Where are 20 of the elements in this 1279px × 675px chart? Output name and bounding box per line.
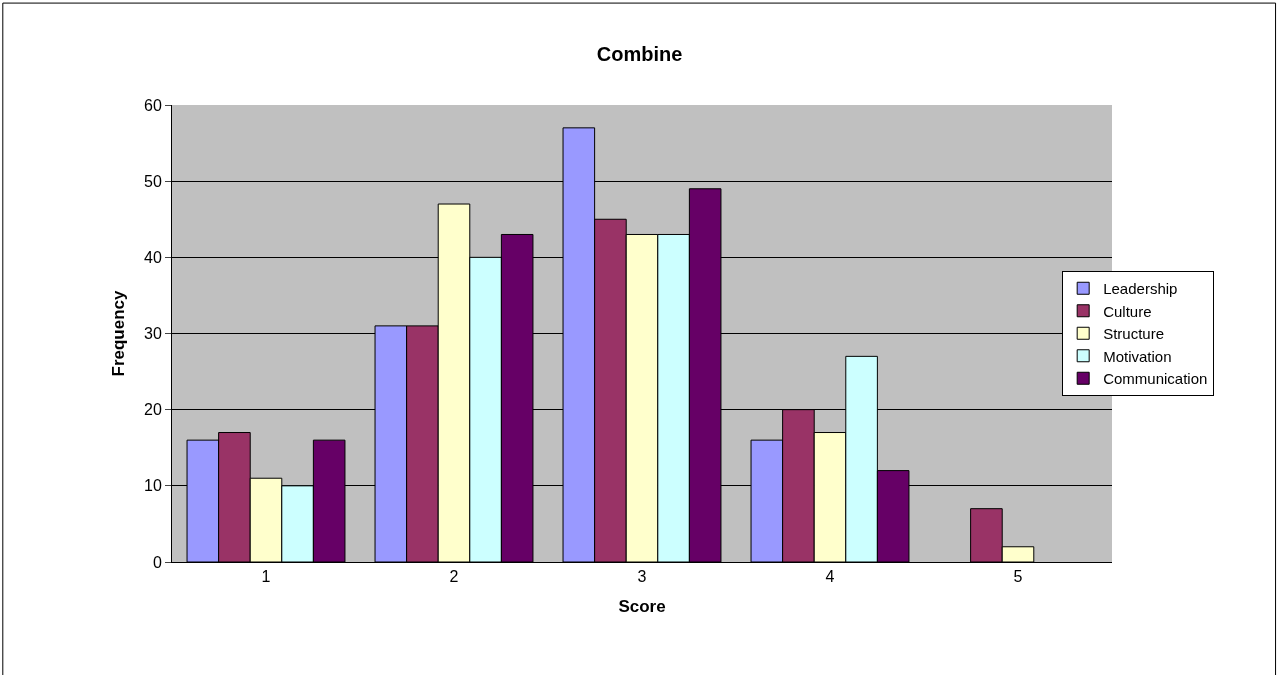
x-axis-title: Score [618, 596, 666, 616]
x-tick-label: 3 [637, 568, 647, 586]
y-tick-label: 50 [144, 172, 162, 190]
x-tick-label: 5 [1013, 568, 1023, 586]
x-tick-label: 1 [261, 568, 271, 586]
legend-label: Motivation [1103, 347, 1172, 365]
y-axis-title: Frequency [108, 289, 128, 377]
y-tick-label: 20 [144, 401, 162, 419]
y-tick-label: 30 [144, 325, 162, 343]
legend-label: Structure [1103, 325, 1165, 343]
y-tick-label: 0 [152, 553, 162, 571]
y-tick-label: 10 [144, 477, 162, 495]
y-tick-label: 60 [144, 96, 162, 114]
x-tick-label: 2 [449, 568, 459, 586]
x-tick-label: 4 [825, 568, 835, 586]
legend-label: Culture [1103, 302, 1152, 320]
chart-title: Combine [596, 43, 683, 66]
legend-label: Communication [1103, 370, 1208, 388]
y-tick-label: 40 [144, 248, 162, 266]
legend-label: Leadership [1103, 280, 1178, 298]
